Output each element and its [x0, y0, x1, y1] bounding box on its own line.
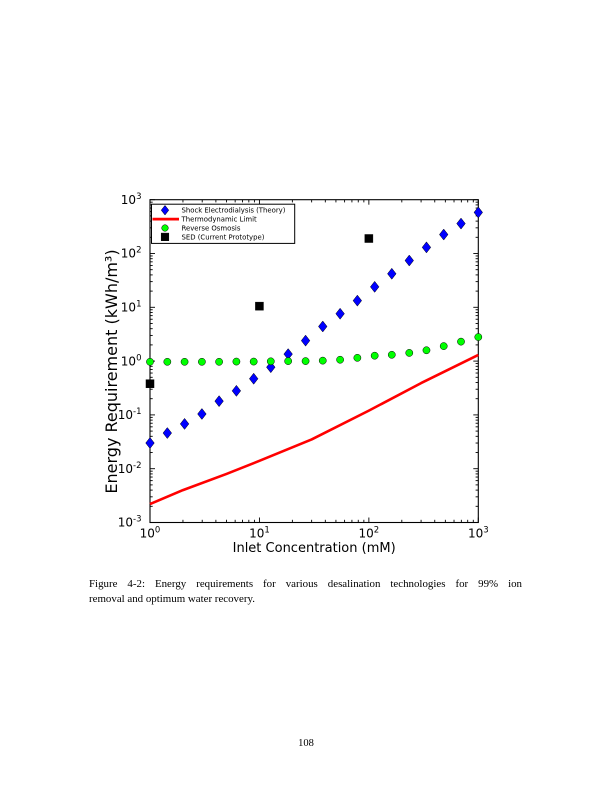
series-thermodynamic-limit	[149, 353, 479, 506]
svg-text:102: 102	[121, 246, 142, 261]
svg-text:102: 102	[359, 526, 380, 541]
legend-item-shock-electrodialysis-theory: Shock Electrodialysis (Theory)	[160, 204, 286, 216]
x-tick-labels: 100 101 102 103	[140, 526, 489, 541]
legend-item-reverse-osmosis: Reverse Osmosis	[161, 224, 241, 232]
svg-text:Shock Electrodialysis (Theory): Shock Electrodialysis (Theory)	[182, 207, 286, 215]
page-number: 108	[298, 738, 314, 749]
legend-item-sed-current-prototype: SED (Current Prototype)	[160, 232, 265, 241]
svg-text:101: 101	[249, 526, 270, 541]
svg-text:100: 100	[121, 353, 142, 368]
figure-caption-line1: Figure 4-2: Energy requirements for vari…	[89, 578, 522, 590]
svg-text:10-1: 10-1	[118, 407, 142, 422]
y-tick-labels: 10-3 10-2 10-1 100 101 102 103	[118, 192, 142, 530]
svg-text:Reverse Osmosis: Reverse Osmosis	[182, 224, 241, 232]
y-axis-label: Energy Requirement (kWh/m³)	[102, 249, 121, 493]
svg-text:103: 103	[468, 526, 489, 541]
legend-box	[151, 203, 296, 244]
series-reverse-osmosis	[146, 333, 483, 366]
figure-caption: Figure 4-2: Energy requirements for vari…	[89, 577, 522, 607]
series-sed-current-prototype	[145, 234, 374, 388]
figure-caption-line2: removal and optimum water recovery.	[89, 593, 255, 606]
svg-text:103: 103	[121, 192, 142, 207]
svg-text:Thermodynamic Limit: Thermodynamic Limit	[181, 216, 257, 224]
svg-text:100: 100	[140, 526, 161, 541]
legend-item-thermodynamic-limit: Thermodynamic Limit	[152, 216, 257, 224]
svg-text:101: 101	[121, 300, 142, 315]
svg-text:SED (Current Prototype): SED (Current Prototype)	[182, 233, 265, 241]
x-axis-label: Inlet Concentration (mM)	[233, 541, 396, 556]
svg-text:10-3: 10-3	[118, 515, 142, 530]
svg-text:10-2: 10-2	[118, 461, 142, 476]
legend: Shock Electrodialysis (Theory)Thermodyna…	[151, 203, 296, 244]
